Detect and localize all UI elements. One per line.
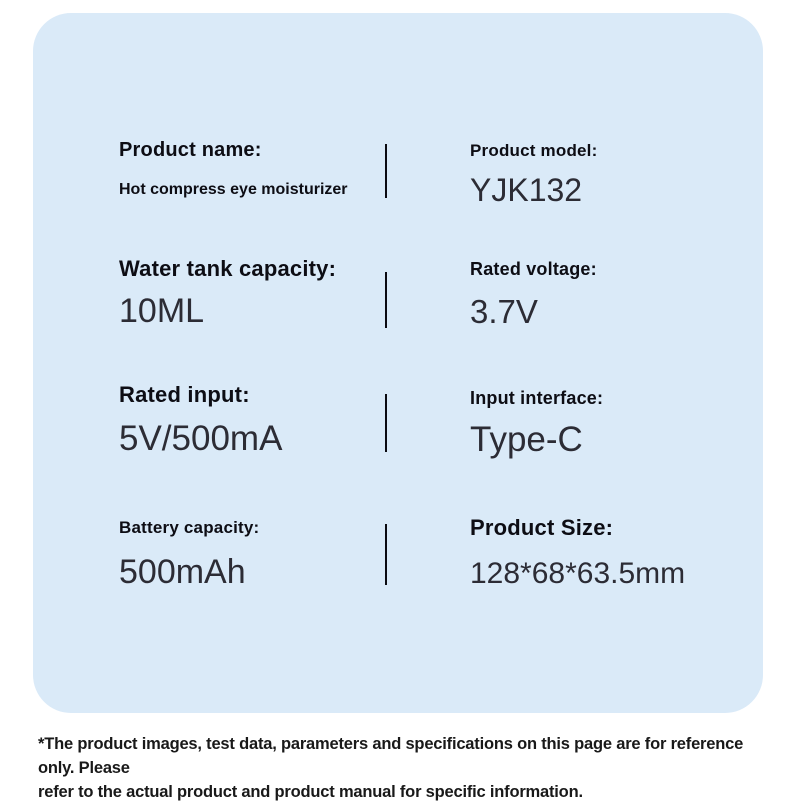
- divider-line: [385, 524, 387, 585]
- water-tank-capacity-label: Water tank capacity:: [119, 256, 337, 281]
- battery-capacity-value: 500mAh: [119, 552, 246, 591]
- spec-product-name: Product name: Hot compress eye moisturiz…: [119, 139, 348, 199]
- input-interface-value: Type-C: [470, 419, 583, 459]
- rated-input-label: Rated input:: [119, 382, 250, 407]
- product-model-value: YJK132: [470, 171, 583, 208]
- disclaimer-line-1: *The product images, test data, paramete…: [38, 735, 744, 777]
- product-model-label: Product model:: [470, 141, 598, 160]
- battery-capacity-label: Battery capacity:: [119, 518, 260, 537]
- spec-rated-input: Rated input: 5V/500mA: [119, 382, 283, 459]
- product-name-value: Hot compress eye moisturizer: [119, 181, 348, 198]
- disclaimer-line-2: refer to the actual product and product …: [38, 782, 583, 801]
- product-size-label: Product Size:: [470, 515, 614, 540]
- divider-line: [385, 272, 387, 328]
- spec-rated-voltage: Rated voltage: 3.7V: [470, 259, 597, 330]
- spec-water-tank-capacity: Water tank capacity: 10ML: [119, 256, 337, 331]
- rated-voltage-label: Rated voltage:: [470, 259, 597, 279]
- divider-line: [385, 144, 387, 198]
- spec-input-interface: Input interface: Type-C: [470, 388, 604, 459]
- rated-voltage-value: 3.7V: [470, 292, 538, 330]
- water-tank-capacity-value: 10ML: [119, 292, 205, 331]
- disclaimer-text: *The product images, test data, paramete…: [38, 733, 760, 803]
- product-name-label: Product name:: [119, 139, 262, 161]
- rated-input-value: 5V/500mA: [119, 419, 283, 459]
- spec-product-model: Product model: YJK132: [470, 141, 598, 208]
- spec-battery-capacity: Battery capacity: 500mAh: [119, 518, 260, 591]
- spec-panel: Product name: Hot compress eye moisturiz…: [33, 13, 763, 713]
- spec-product-size: Product Size: 128*68*63.5mm: [470, 515, 686, 591]
- product-size-value: 128*68*63.5mm: [470, 557, 686, 591]
- input-interface-label: Input interface:: [470, 388, 604, 408]
- divider-line: [385, 394, 387, 452]
